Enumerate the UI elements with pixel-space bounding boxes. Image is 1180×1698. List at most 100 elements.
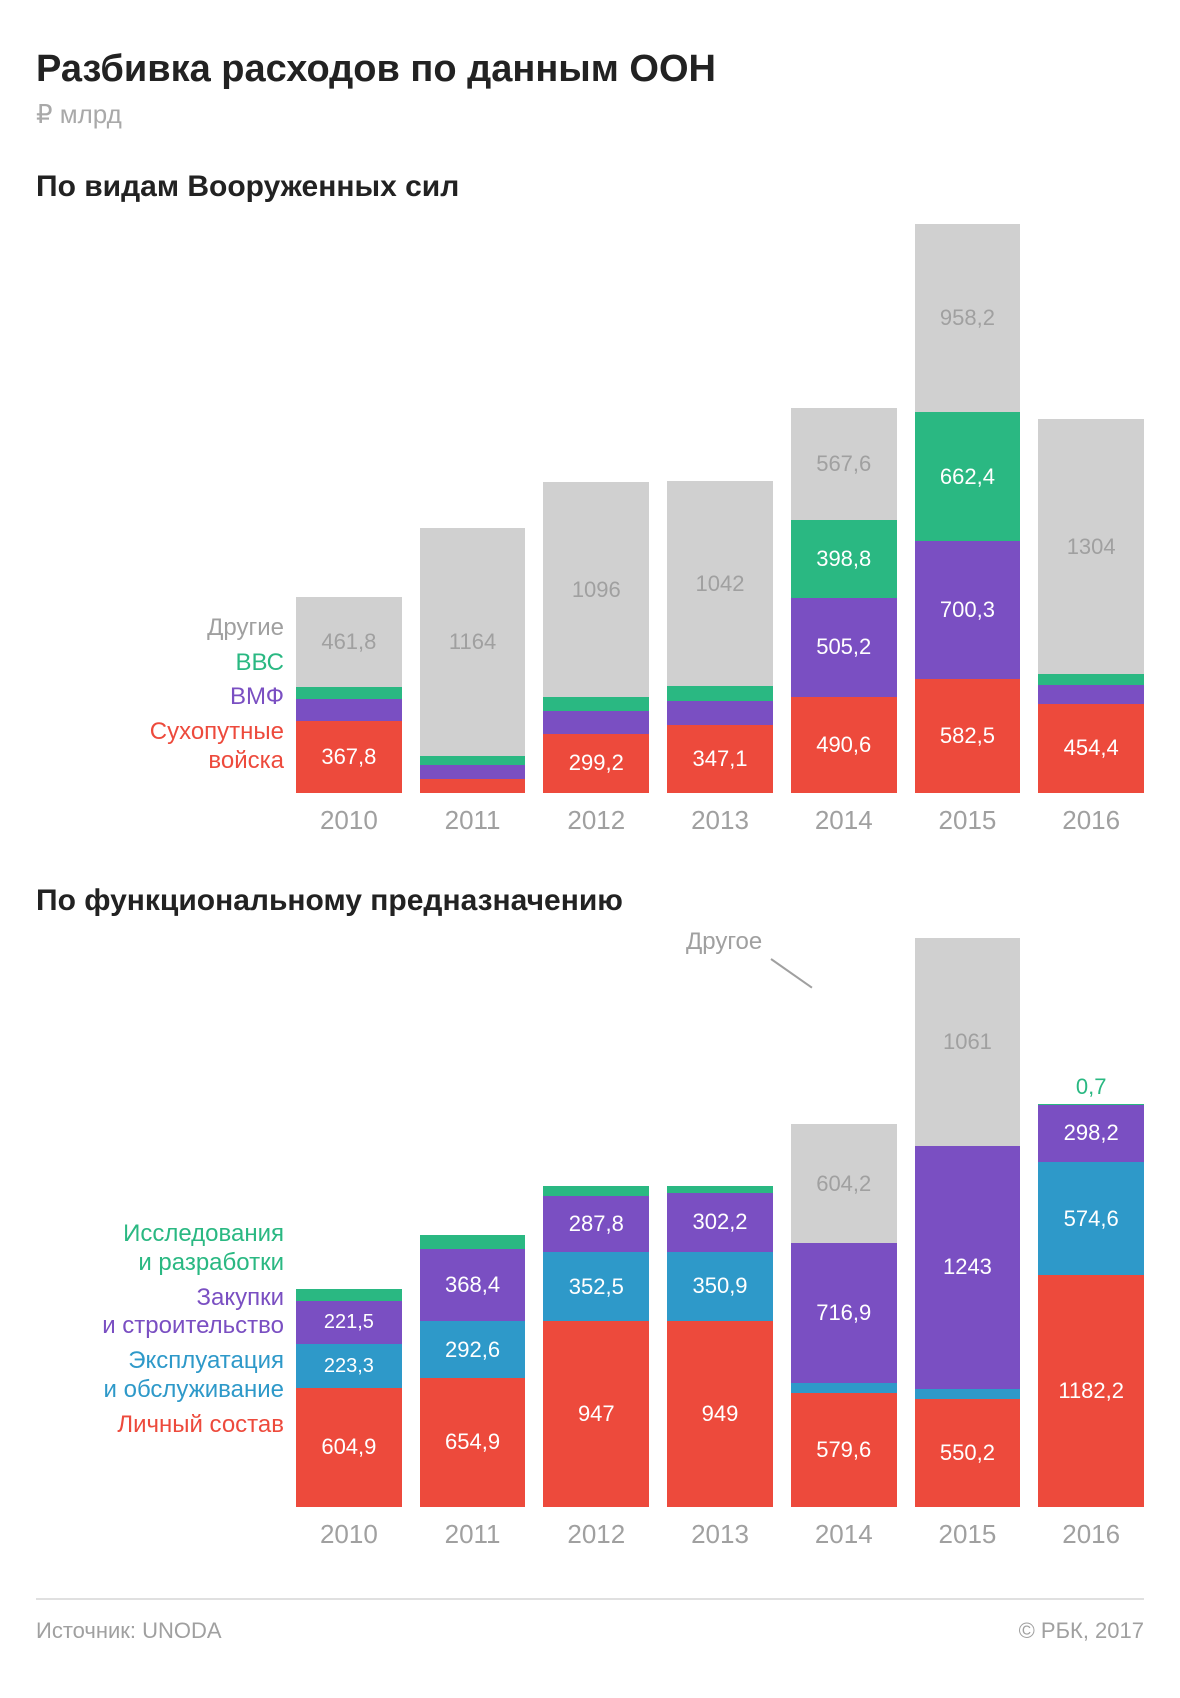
- year-label: 2013: [691, 805, 749, 836]
- bar-segment-vmf: 505,2: [791, 598, 897, 697]
- chart2-section-title: По функциональному предназначению: [36, 884, 1144, 918]
- bar-segment-personnel: 604,9: [296, 1388, 402, 1506]
- chart1-bars: 367,8461,8201011642011299,210962012347,1…: [296, 224, 1144, 836]
- bar-segment-other: 567,6: [791, 408, 897, 519]
- bar-segment-procurement: 302,2: [667, 1193, 773, 1252]
- bar-stack: 490,6505,2398,8567,6: [791, 408, 897, 792]
- bar-segment-procurement: 368,4: [420, 1249, 526, 1321]
- legend-item: Другие: [207, 614, 284, 643]
- year-label: 2011: [445, 805, 501, 836]
- year-column: 949350,9302,2 2013: [667, 1186, 773, 1550]
- year-column: 550,212431061 2015: [915, 938, 1021, 1550]
- bar-stack: 579,6716,9604,2: [791, 1124, 897, 1506]
- year-label: 2016: [1062, 805, 1120, 836]
- bar-segment-operations: [791, 1383, 897, 1393]
- bar-stack: 1164: [420, 528, 526, 792]
- bar-segment-other: 1304: [1038, 419, 1144, 674]
- bar-segment-personnel: 579,6: [791, 1393, 897, 1507]
- year-label: 2016: [1062, 1519, 1120, 1550]
- year-label: 2014: [815, 1519, 873, 1550]
- bar-segment-research: [543, 1186, 649, 1196]
- bar-segment-procurement: 221,5: [296, 1301, 402, 1344]
- bar-segment-personnel: 1182,2: [1038, 1275, 1144, 1507]
- bar-segment-vvs: 662,4: [915, 412, 1021, 542]
- copyright: © РБК, 2017: [1019, 1618, 1144, 1644]
- chart1: ДругиеВВСВМФСухопутныевойска367,8461,820…: [36, 224, 1144, 836]
- bar-segment-vmf: 700,3: [915, 541, 1021, 678]
- legend-item: Сухопутныевойска: [150, 718, 284, 776]
- chart1-legend: ДругиеВВСВМФСухопутныевойска: [36, 224, 296, 836]
- bar-segment-vmf: [1038, 685, 1144, 704]
- float-top-label: 0,7: [1076, 1074, 1107, 1104]
- year-label: 2014: [815, 805, 873, 836]
- bar-segment-vvs: [420, 756, 526, 765]
- bar-stack: 947352,5287,8: [543, 1186, 649, 1507]
- year-column: 654,9292,6368,42011: [420, 1235, 526, 1549]
- bar-stack: 949350,9302,2: [667, 1186, 773, 1507]
- bar-stack: 347,1 1042: [667, 481, 773, 792]
- bar-segment-procurement: 716,9: [791, 1243, 897, 1383]
- bar-stack: 550,212431061: [915, 938, 1021, 1507]
- bar-stack: 1182,2574,6298,20,7: [1038, 1104, 1144, 1507]
- bar-segment-vvs: [1038, 674, 1144, 685]
- year-column: 367,8 461,8 2010: [296, 597, 402, 836]
- bar-segment-other: 461,8: [296, 597, 402, 687]
- chart2-container: Другое Исследованияи разработкиЗакупкии …: [36, 938, 1144, 1550]
- legend-item: Закупкии строительство: [102, 1284, 284, 1342]
- chart-title: Разбивка расходов по данным ООН: [36, 48, 1144, 91]
- year-column: 454,41304 2016: [1038, 419, 1144, 836]
- bar-segment-personnel: 947: [543, 1321, 649, 1506]
- bar-stack: 299,2 1096: [543, 482, 649, 792]
- bar-segment-ground: 582,5: [915, 679, 1021, 793]
- year-column: 604,9223,3221,52010: [296, 1289, 402, 1549]
- bar-segment-procurement: 298,2: [1038, 1104, 1144, 1162]
- bar-segment-procurement: 287,8: [543, 1196, 649, 1252]
- bar-segment-operations: 574,6: [1038, 1162, 1144, 1275]
- bar-segment-operations: 352,5: [543, 1252, 649, 1321]
- bar-segment-vvs: [543, 697, 649, 711]
- legend-item: Личный состав: [117, 1411, 284, 1440]
- bar-segment-other: 958,2: [915, 224, 1021, 412]
- bar-segment-other: 604,2: [791, 1124, 897, 1242]
- bar-segment-research: [667, 1186, 773, 1193]
- bar-stack: 367,8 461,8: [296, 597, 402, 793]
- bar-segment-personnel: 654,9: [420, 1378, 526, 1506]
- year-label: 2012: [567, 1519, 625, 1550]
- bar-segment-vmf: [543, 711, 649, 735]
- year-column: 490,6505,2398,8567,6 2014: [791, 408, 897, 835]
- bar-segment-ground: [420, 779, 526, 793]
- bar-segment-other: 1042: [667, 481, 773, 685]
- legend-item: Исследованияи разработки: [123, 1220, 284, 1278]
- year-column: 347,1 1042 2013: [667, 481, 773, 835]
- year-label: 2015: [939, 1519, 997, 1550]
- bar-segment-ground: 299,2: [543, 734, 649, 793]
- bar-segment-personnel: 949: [667, 1321, 773, 1507]
- chart2-annotation: Другое: [686, 928, 762, 956]
- bar-stack: 654,9292,6368,4: [420, 1235, 526, 1506]
- legend-item: Эксплуатацияи обслуживание: [104, 1347, 284, 1405]
- bar-segment-vmf: [420, 765, 526, 779]
- year-column: 582,5700,3662,4958,2 2015: [915, 224, 1021, 836]
- year-column: 947352,5287,8 2012: [543, 1186, 649, 1550]
- year-label: 2010: [320, 805, 378, 836]
- bar-segment-other: 1061: [915, 938, 1021, 1146]
- year-label: 2015: [939, 805, 997, 836]
- bar-segment-procurement: 1243: [915, 1146, 1021, 1389]
- year-column: 579,6716,9604,2 2014: [791, 1124, 897, 1549]
- bar-segment-operations: 223,3: [296, 1344, 402, 1388]
- bar-segment-other: 1164: [420, 528, 526, 756]
- bar-segment-personnel: 550,2: [915, 1399, 1021, 1507]
- bar-stack: 582,5700,3662,4958,2: [915, 224, 1021, 793]
- chart2-legend: Исследованияи разработки Закупкии строите…: [36, 938, 296, 1550]
- year-label: 2013: [691, 1519, 749, 1550]
- bar-segment-ground: 347,1: [667, 725, 773, 793]
- bar-stack: 454,41304: [1038, 419, 1144, 793]
- source-label: Источник: UNODA: [36, 1618, 222, 1644]
- legend-item: ВВС: [235, 649, 284, 678]
- chart1-section-title: По видам Вооруженных сил: [36, 170, 1144, 204]
- bar-segment-other: 1096: [543, 482, 649, 697]
- bar-segment-operations: [915, 1389, 1021, 1399]
- chart2-bars: 604,9223,3221,52010654,9292,6368,4201194…: [296, 938, 1144, 1550]
- year-column: 1182,2574,6298,20,7 2016: [1038, 1104, 1144, 1550]
- bar-segment-ground: 367,8: [296, 721, 402, 793]
